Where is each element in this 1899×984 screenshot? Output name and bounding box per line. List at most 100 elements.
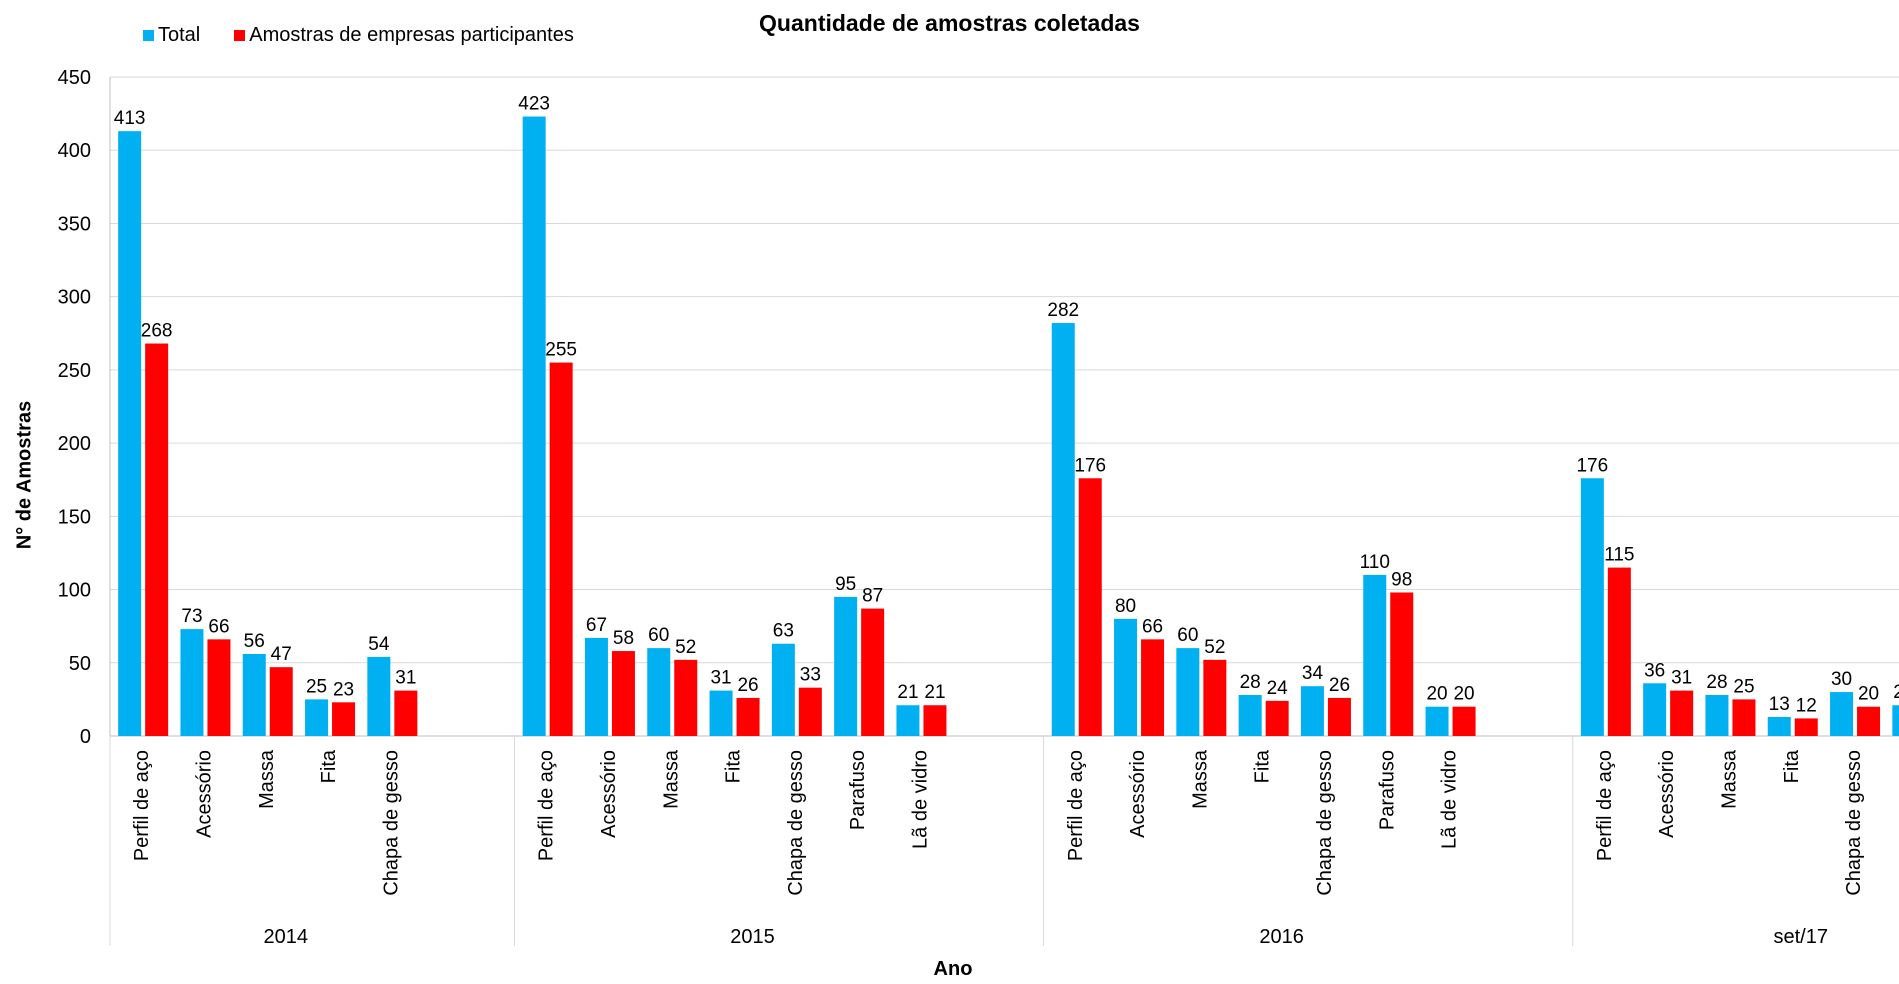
category-label: Chapa de gesso xyxy=(1314,750,1336,896)
data-label: 176 xyxy=(1074,455,1106,476)
category-label: Lã de vidro xyxy=(1439,750,1461,849)
bar-total xyxy=(647,648,671,736)
category-label: Fita xyxy=(723,749,745,783)
bar-participantes xyxy=(1265,700,1289,736)
bar-total xyxy=(118,131,142,736)
data-label: 282 xyxy=(1047,300,1079,321)
y-tick-label: 100 xyxy=(58,580,91,602)
bar-total xyxy=(584,637,608,736)
data-label: 80 xyxy=(1115,596,1136,617)
bar-total xyxy=(1643,683,1667,736)
bar-participantes xyxy=(861,608,885,736)
chart-title: Quantidade de amostras coletadas xyxy=(759,10,1140,36)
data-label: 26 xyxy=(1329,675,1350,696)
data-label: 28 xyxy=(1240,672,1261,693)
legend-label-total: Total xyxy=(158,24,201,46)
data-label: 13 xyxy=(1769,694,1790,715)
bar-participantes xyxy=(798,687,822,736)
bar-total xyxy=(1051,323,1075,736)
bar-total xyxy=(1830,692,1854,736)
data-label: 31 xyxy=(710,668,731,689)
category-label: Acessório xyxy=(598,750,620,838)
bar-participantes xyxy=(1607,567,1631,736)
bar-total xyxy=(834,596,858,736)
data-label: 31 xyxy=(1671,668,1692,689)
bar-total xyxy=(1300,686,1324,736)
data-label: 20 xyxy=(1453,684,1474,705)
bar-participantes xyxy=(923,705,947,736)
data-label: 33 xyxy=(800,665,821,686)
bar-participantes xyxy=(1732,699,1756,736)
data-label: 66 xyxy=(208,616,229,637)
group-label: 2015 xyxy=(730,926,775,948)
y-tick-label: 200 xyxy=(58,433,91,455)
data-label: 20 xyxy=(1426,684,1447,705)
bar-total xyxy=(1580,478,1604,736)
category-label: Perfil de aço xyxy=(1594,750,1616,861)
category-label: Perfil de aço xyxy=(131,750,153,861)
data-label: 25 xyxy=(306,676,327,697)
data-label: 56 xyxy=(244,631,265,652)
legend-swatch-participantes xyxy=(234,30,246,41)
category-label: Parafuso xyxy=(847,750,869,830)
category-label: Massa xyxy=(256,749,278,809)
category-label: Massa xyxy=(1189,749,1211,809)
data-label: 52 xyxy=(675,637,696,658)
bar-participantes xyxy=(1327,697,1351,736)
data-label: 21 xyxy=(1893,682,1899,703)
bar-participantes xyxy=(1452,706,1476,736)
category-label: Massa xyxy=(1718,749,1740,809)
bar-total xyxy=(771,643,795,736)
y-tick-label: 150 xyxy=(58,506,91,528)
category-label: Fita xyxy=(318,749,340,783)
bar-total xyxy=(242,653,266,736)
y-tick-label: 300 xyxy=(58,287,91,309)
y-tick-label: 450 xyxy=(58,67,91,89)
category-label: Chapa de gesso xyxy=(785,750,807,896)
data-label: 24 xyxy=(1267,678,1289,699)
data-label: 28 xyxy=(1706,672,1727,693)
data-label: 87 xyxy=(862,586,883,607)
bar-total xyxy=(1114,618,1138,736)
bar-total xyxy=(305,699,329,736)
bar-total xyxy=(1705,694,1729,736)
bar-total xyxy=(1892,705,1899,736)
bar-participantes xyxy=(736,697,760,736)
y-tick-label: 50 xyxy=(69,653,91,675)
category-label: Perfil de aço xyxy=(536,750,558,861)
data-label: 115 xyxy=(1604,545,1634,566)
data-label: 60 xyxy=(648,625,669,646)
data-label: 413 xyxy=(114,108,146,129)
y-tick-label: 250 xyxy=(58,360,91,382)
bar-total xyxy=(1767,716,1791,736)
bar-total xyxy=(709,690,733,736)
data-label: 67 xyxy=(586,615,607,636)
category-label: Acessório xyxy=(1127,750,1149,838)
data-label: 31 xyxy=(395,668,416,689)
bar-total xyxy=(1425,706,1449,736)
data-label: 176 xyxy=(1576,455,1608,476)
bar-participantes xyxy=(1390,592,1414,736)
data-label: 60 xyxy=(1177,625,1198,646)
category-label: Perfil de aço xyxy=(1065,750,1087,861)
data-label: 25 xyxy=(1733,676,1754,697)
category-label: Fita xyxy=(1781,749,1803,783)
category-label: Chapa de gesso xyxy=(1843,750,1865,896)
data-label: 73 xyxy=(181,606,202,627)
data-label: 20 xyxy=(1858,684,1879,705)
data-label: 54 xyxy=(368,634,390,655)
data-label: 58 xyxy=(613,628,634,649)
bar-total xyxy=(367,656,391,736)
category-label: Lã de vidro xyxy=(909,750,931,849)
bar-participantes xyxy=(394,690,418,736)
bar-participantes xyxy=(1857,706,1881,736)
bar-participantes xyxy=(549,362,573,736)
legend-item-participantes: Amostras de empresas participantes xyxy=(234,24,574,47)
data-label: 110 xyxy=(1360,552,1390,573)
bar-participantes xyxy=(1670,690,1694,736)
data-label: 23 xyxy=(333,679,354,700)
bar-participantes xyxy=(1141,639,1165,736)
bar-participantes xyxy=(1794,718,1818,736)
data-label: 21 xyxy=(924,682,945,703)
category-label: Massa xyxy=(660,749,682,809)
